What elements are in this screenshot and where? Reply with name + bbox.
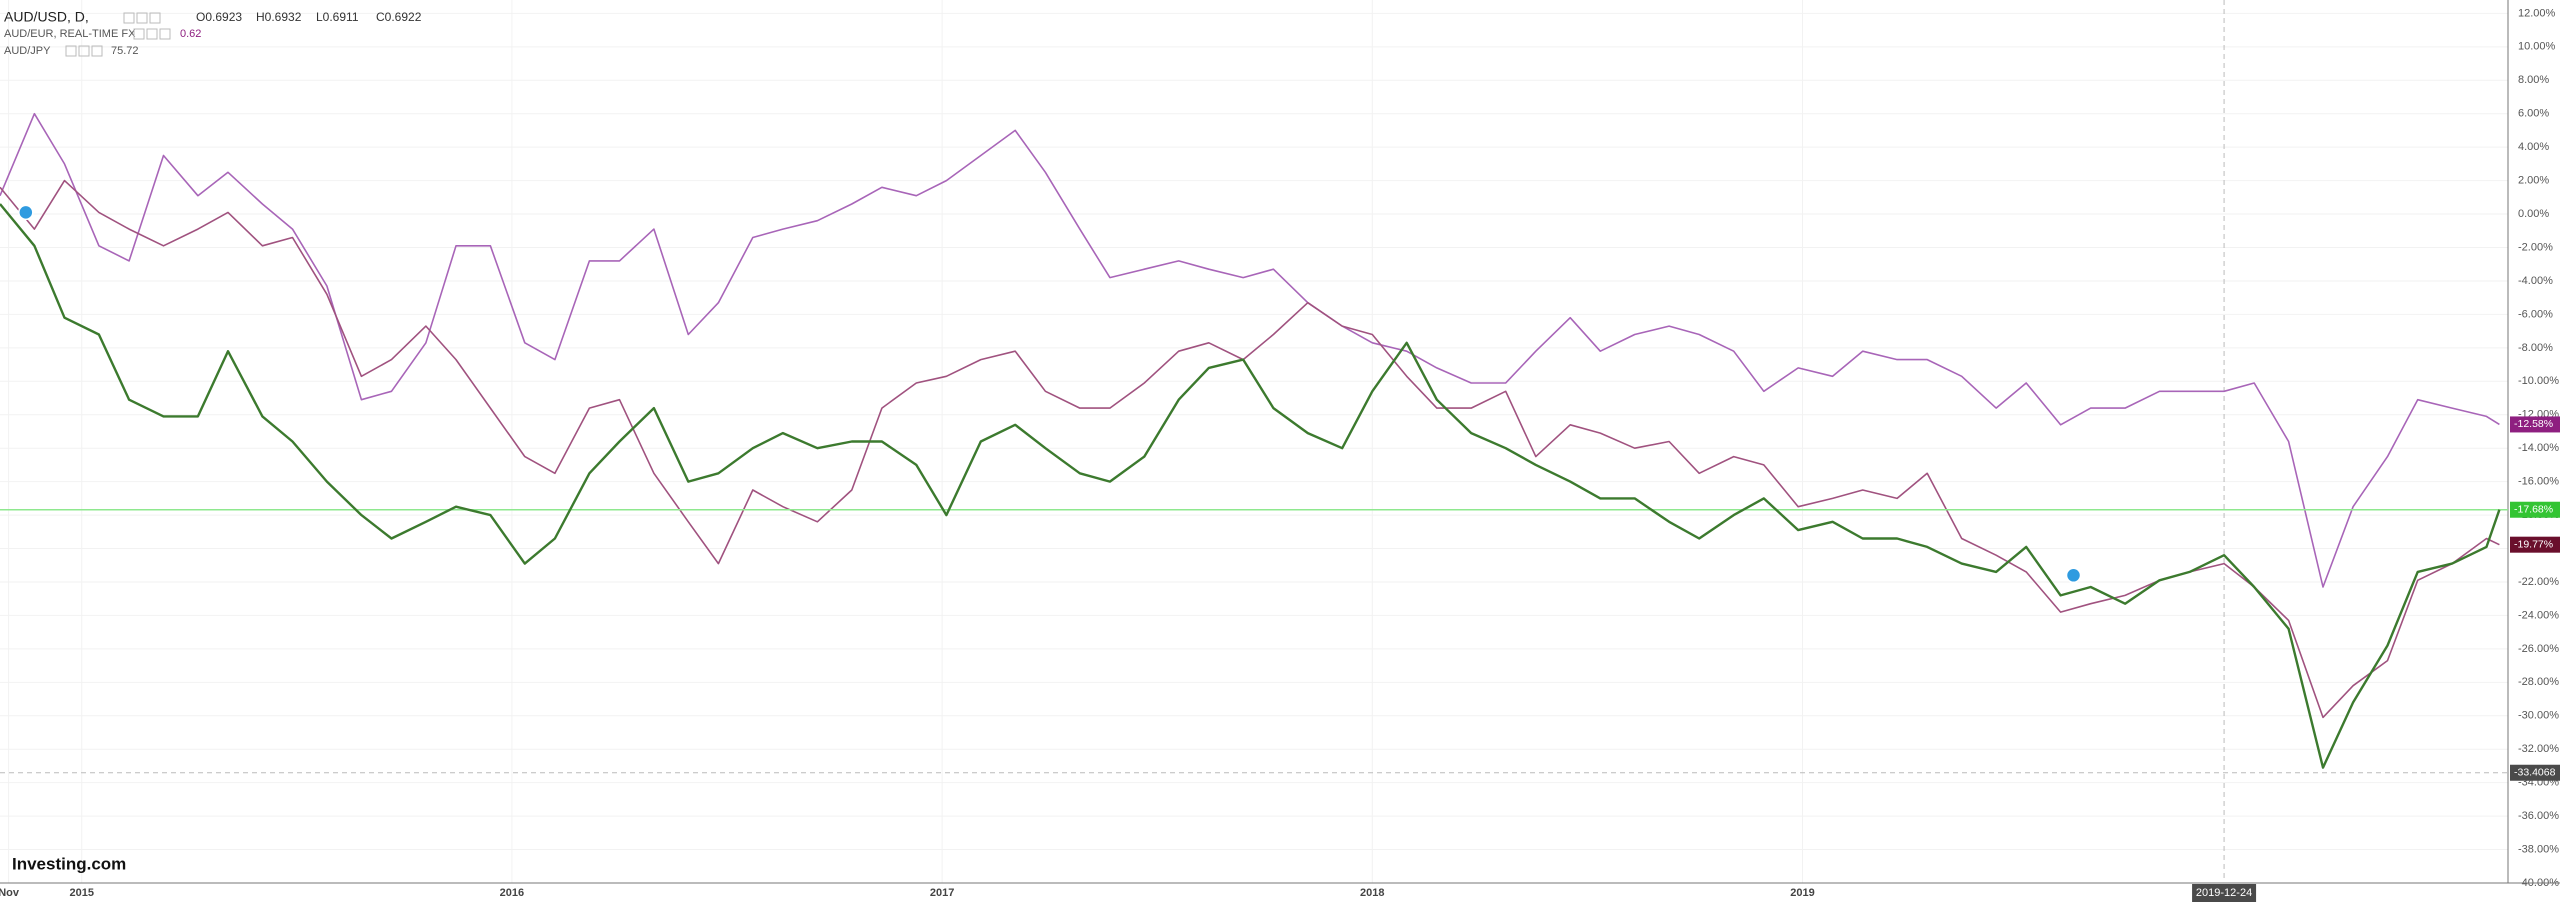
y-tick-label: -36.00%: [2518, 810, 2559, 822]
event-flag: [2065, 567, 2082, 584]
last-value-badge: [2510, 536, 2560, 553]
x-tick-label: 2019: [1790, 887, 1814, 899]
y-tick-label: -6.00%: [2518, 308, 2553, 320]
x-tick-label: 2018: [1360, 887, 1384, 899]
legend-icon: [65, 45, 77, 57]
legend-icon: [136, 12, 148, 24]
ohlc-value: O0.6923: [196, 10, 242, 24]
logo: Investing.com: [12, 854, 126, 873]
legend-icon: [146, 28, 158, 40]
legend-icon: [133, 28, 145, 40]
y-tick-label: 2.00%: [2518, 175, 2549, 187]
last-value-label: -12.58%: [2514, 418, 2553, 430]
y-tick-label: 6.00%: [2518, 108, 2549, 120]
series-line: [0, 203, 2501, 769]
legend-icon: [159, 28, 171, 40]
y-tick-label: -14.00%: [2518, 442, 2559, 454]
series-line: [0, 112, 2500, 588]
y-tick-label: -32.00%: [2518, 743, 2559, 755]
last-value-badge: [2510, 416, 2560, 433]
y-tick-label: -4.00%: [2518, 275, 2553, 287]
last-price: 0.62: [180, 28, 201, 40]
y-tick-label: 10.00%: [2518, 41, 2556, 53]
legend-icon: [78, 45, 90, 57]
y-tick-label: -38.00%: [2518, 843, 2559, 855]
legend-name: AUD/USD, D,: [4, 9, 89, 25]
y-tick-label: -2.00%: [2518, 241, 2553, 253]
legend-icon: [91, 45, 103, 57]
y-tick-label: 0.00%: [2518, 208, 2549, 220]
crosshair-y-badge: [2510, 764, 2560, 781]
last-price: 75.72: [111, 45, 139, 57]
x-tick-label: 2017: [930, 887, 954, 899]
x-tick-label: 2016: [500, 887, 524, 899]
y-tick-label: -8.00%: [2518, 342, 2553, 354]
y-tick-label: -16.00%: [2518, 476, 2559, 488]
x-tick-label: 2015: [69, 887, 93, 899]
y-tick-label: 12.00%: [2518, 7, 2556, 19]
legend-icon: [123, 12, 135, 24]
crosshair-y-label: -33.4068: [2514, 767, 2556, 779]
last-value-badge: [2510, 501, 2560, 518]
y-tick-label: -10.00%: [2518, 375, 2559, 387]
y-tick-label: -22.00%: [2518, 576, 2559, 588]
x-tick-label: Nov: [0, 887, 20, 899]
event-flag: [18, 204, 34, 221]
y-tick-label: -30.00%: [2518, 710, 2559, 722]
last-value-label: -17.68%: [2514, 504, 2553, 516]
legend-icon: [149, 12, 161, 24]
series-line: [0, 179, 2500, 719]
ohlc-value: H0.6932: [256, 10, 302, 24]
y-tick-label: -24.00%: [2518, 609, 2559, 621]
last-value-label: -19.77%: [2514, 538, 2553, 550]
crosshair-x-badge: [2192, 884, 2257, 902]
crosshair-x-label: 2019-12-24: [2196, 887, 2252, 899]
legend-name: AUD/JPY: [4, 45, 51, 57]
y-tick-label: 8.00%: [2518, 74, 2549, 86]
y-tick-label: -26.00%: [2518, 643, 2559, 655]
legend-name: AUD/EUR, REAL-TIME FX: [4, 28, 136, 40]
y-tick-label: -28.00%: [2518, 676, 2559, 688]
ohlc-value: L0.6911: [316, 10, 359, 24]
ohlc-value: C0.6922: [376, 10, 422, 24]
y-tick-label: 4.00%: [2518, 141, 2549, 153]
